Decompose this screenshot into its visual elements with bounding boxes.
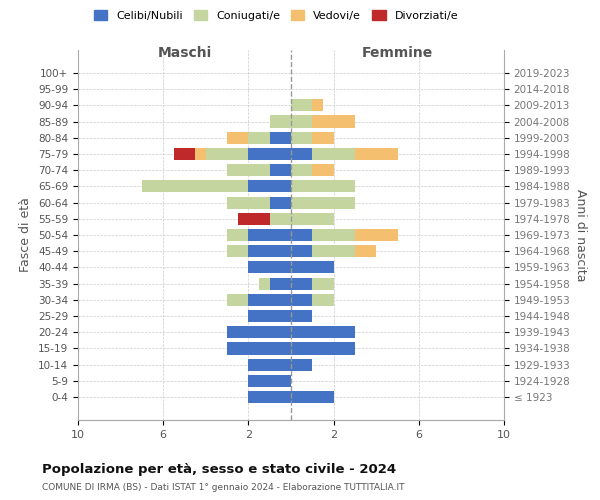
Bar: [355, 245, 376, 258]
Bar: [291, 132, 313, 144]
Bar: [227, 132, 248, 144]
Bar: [291, 326, 355, 338]
Bar: [227, 229, 248, 241]
Bar: [142, 180, 248, 192]
Bar: [248, 229, 291, 241]
Bar: [248, 132, 270, 144]
Bar: [195, 148, 206, 160]
Bar: [270, 164, 291, 176]
Bar: [291, 294, 313, 306]
Bar: [270, 196, 291, 208]
Y-axis label: Anni di nascita: Anni di nascita: [574, 188, 587, 281]
Bar: [291, 212, 334, 225]
Bar: [313, 278, 334, 289]
Bar: [248, 262, 291, 274]
Bar: [291, 196, 355, 208]
Bar: [248, 358, 291, 371]
Bar: [248, 310, 291, 322]
Bar: [248, 245, 291, 258]
Bar: [313, 116, 355, 128]
Text: Femmine: Femmine: [362, 46, 433, 60]
Text: Maschi: Maschi: [157, 46, 212, 60]
Bar: [291, 391, 334, 403]
Bar: [227, 326, 291, 338]
Bar: [291, 278, 313, 289]
Bar: [313, 99, 323, 112]
Bar: [355, 148, 398, 160]
Bar: [248, 375, 291, 387]
Bar: [313, 294, 334, 306]
Bar: [227, 164, 270, 176]
Bar: [291, 116, 313, 128]
Bar: [291, 99, 313, 112]
Bar: [248, 180, 291, 192]
Bar: [174, 148, 195, 160]
Bar: [227, 196, 270, 208]
Bar: [291, 148, 313, 160]
Bar: [313, 148, 355, 160]
Bar: [313, 132, 334, 144]
Bar: [270, 278, 291, 289]
Bar: [313, 229, 355, 241]
Text: COMUNE DI IRMA (BS) - Dati ISTAT 1° gennaio 2024 - Elaborazione TUTTITALIA.IT: COMUNE DI IRMA (BS) - Dati ISTAT 1° genn…: [42, 484, 404, 492]
Bar: [206, 148, 248, 160]
Bar: [291, 164, 313, 176]
Text: Popolazione per età, sesso e stato civile - 2024: Popolazione per età, sesso e stato civil…: [42, 462, 396, 475]
Bar: [291, 245, 313, 258]
Legend: Celibi/Nubili, Coniugati/e, Vedovi/e, Divorziati/e: Celibi/Nubili, Coniugati/e, Vedovi/e, Di…: [89, 6, 463, 25]
Bar: [227, 342, 291, 354]
Bar: [291, 262, 334, 274]
Bar: [227, 245, 248, 258]
Bar: [238, 212, 270, 225]
Bar: [270, 116, 291, 128]
Bar: [248, 391, 291, 403]
Y-axis label: Fasce di età: Fasce di età: [19, 198, 32, 272]
Bar: [291, 229, 313, 241]
Bar: [227, 294, 248, 306]
Bar: [313, 245, 355, 258]
Bar: [270, 132, 291, 144]
Bar: [248, 148, 291, 160]
Bar: [291, 180, 355, 192]
Bar: [355, 229, 398, 241]
Bar: [270, 212, 291, 225]
Bar: [259, 278, 270, 289]
Bar: [248, 294, 291, 306]
Bar: [313, 164, 334, 176]
Bar: [291, 310, 313, 322]
Bar: [291, 358, 313, 371]
Bar: [291, 342, 355, 354]
